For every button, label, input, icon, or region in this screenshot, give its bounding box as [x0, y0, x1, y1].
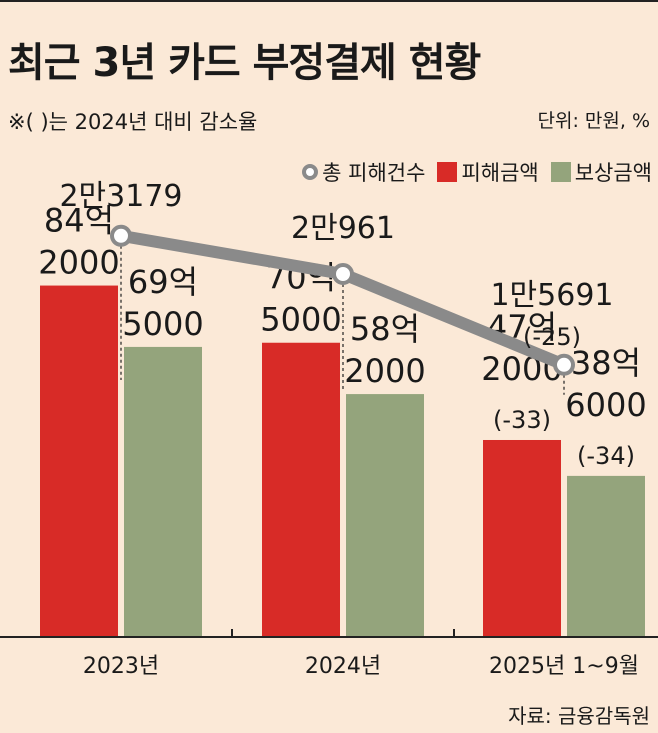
cases-value-label: 2만961 — [291, 211, 395, 246]
line-point — [332, 263, 354, 286]
damage-change-label: (-33) — [493, 406, 551, 434]
x-tick-label: 2023년 — [83, 654, 159, 679]
compensation-value-label: 2000 — [344, 352, 425, 390]
legend-label-compensation: 보상금액 — [574, 161, 652, 185]
compensation-change-label: (-34) — [577, 442, 635, 470]
top-rule — [0, 0, 658, 2]
line-point — [110, 224, 132, 247]
compensation-value-label: 38억 — [571, 344, 641, 382]
source-note: 자료: 금융감독원 — [508, 704, 650, 728]
legend-red-square-icon — [437, 162, 458, 182]
legend: 총 피해건수 피해금액 보상금액 — [296, 157, 652, 187]
bar-compensation — [346, 394, 424, 637]
compensation-value-label: 69억 — [128, 263, 198, 301]
compensation-value-label: 6000 — [565, 386, 646, 424]
bar-damage — [483, 439, 561, 637]
chart-subtitle: ※( )는 2024년 대비 감소율 — [8, 110, 258, 134]
compensation-value-label: 58억 — [350, 310, 420, 348]
legend-item-damage: 피해금액 — [437, 157, 539, 187]
cases-value-label: 2만3179 — [59, 179, 182, 214]
damage-value-label: 2000 — [38, 244, 119, 282]
x-tick-label: 2025년 1~9월 — [489, 654, 639, 679]
bar-compensation — [124, 346, 202, 637]
legend-label-cases: 총 피해건수 — [322, 161, 426, 185]
cases-change-label: (-25) — [523, 323, 581, 351]
chart-title: 최근 3년 카드 부정결제 현황 — [8, 40, 481, 86]
damage-value-label: 84억 — [44, 202, 114, 240]
cases-value-label: 1만5691 — [490, 278, 613, 313]
x-tick-label: 2024년 — [305, 654, 381, 679]
legend-label-damage: 피해금액 — [461, 161, 539, 185]
unit-label: 단위: 만원, % — [537, 110, 651, 132]
legend-item-cases: 총 피해건수 — [302, 157, 425, 187]
legend-green-square-icon — [550, 162, 571, 182]
damage-value-label: 5000 — [260, 301, 341, 339]
line-point — [553, 353, 575, 376]
legend-circle-icon — [302, 164, 319, 180]
bar-compensation — [567, 475, 645, 637]
bar-damage — [40, 285, 118, 637]
legend-item-compensation: 보상금액 — [550, 157, 652, 187]
bar-damage — [262, 342, 340, 637]
compensation-value-label: 5000 — [122, 305, 203, 343]
